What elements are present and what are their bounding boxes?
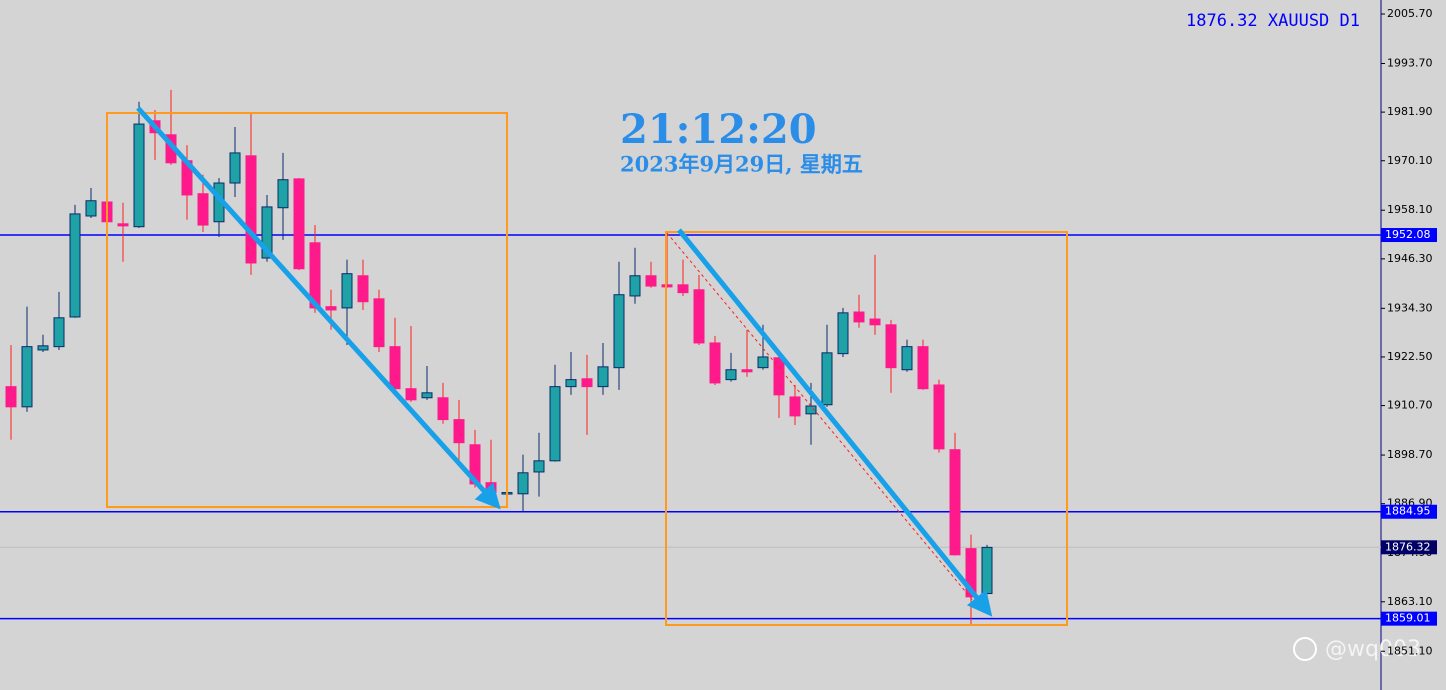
candle-body bbox=[693, 289, 705, 344]
candle-body bbox=[245, 155, 257, 264]
y-tick-label: 1863.10 bbox=[1387, 595, 1433, 608]
logo bbox=[1293, 637, 1317, 661]
y-tick-label: 1981.90 bbox=[1387, 105, 1433, 118]
last-price-label: 1876.32 bbox=[1385, 540, 1431, 553]
arrow bbox=[677, 228, 993, 617]
hline-label-box bbox=[1381, 611, 1437, 626]
candle-body bbox=[261, 206, 273, 259]
candle-body bbox=[389, 346, 401, 390]
range-box bbox=[665, 231, 1068, 626]
hline-label-box bbox=[1381, 228, 1437, 243]
y-tick-label: 1922.50 bbox=[1387, 350, 1433, 363]
candle-body bbox=[581, 378, 593, 388]
hline-label-box bbox=[1381, 504, 1437, 519]
candle-body bbox=[805, 405, 817, 415]
candle-body bbox=[821, 352, 833, 406]
watermark: @wq003 bbox=[1325, 637, 1421, 662]
candle-body bbox=[517, 472, 529, 495]
y-tick-label: 1946.30 bbox=[1387, 252, 1433, 265]
candle-body bbox=[293, 178, 305, 270]
y-tick-label: 1851.10 bbox=[1387, 644, 1433, 657]
arrow bbox=[136, 106, 501, 510]
candle-body bbox=[869, 318, 881, 326]
hline-label: 1884.95 bbox=[1385, 505, 1431, 518]
candle-body bbox=[933, 384, 945, 450]
candle-body bbox=[709, 342, 721, 384]
candle-body bbox=[613, 294, 625, 369]
candle-body bbox=[853, 311, 865, 323]
candle-body bbox=[373, 298, 385, 348]
candle-body bbox=[85, 200, 97, 217]
candle-body bbox=[725, 369, 737, 381]
candle-body bbox=[949, 449, 961, 556]
candle-body bbox=[549, 386, 561, 462]
candle-body bbox=[357, 275, 369, 303]
candle-body bbox=[677, 284, 689, 294]
candle-body bbox=[533, 460, 545, 473]
hline-label: 1859.01 bbox=[1385, 612, 1431, 625]
trend-line bbox=[666, 232, 976, 604]
candle-body bbox=[645, 275, 657, 287]
candle-body bbox=[133, 123, 145, 228]
candle-body bbox=[53, 317, 65, 348]
candle-body bbox=[309, 242, 321, 309]
y-tick-label: 1958.10 bbox=[1387, 203, 1433, 216]
candle-body bbox=[117, 223, 129, 227]
candle-body bbox=[453, 419, 465, 444]
candle-body bbox=[565, 379, 577, 388]
candle-body bbox=[325, 306, 337, 311]
range-box bbox=[106, 112, 508, 508]
candle-body bbox=[69, 213, 81, 318]
candle-body bbox=[885, 324, 897, 369]
candle-body bbox=[197, 193, 209, 226]
candle-body bbox=[901, 346, 913, 371]
y-tick-label: 1993.70 bbox=[1387, 56, 1433, 69]
candle-body bbox=[629, 275, 641, 297]
candle-body bbox=[981, 546, 993, 595]
y-tick-label: 1898.70 bbox=[1387, 448, 1433, 461]
y-tick-label: 1910.70 bbox=[1387, 399, 1433, 412]
date: 2023年9月29日, 星期五 bbox=[620, 152, 863, 177]
candle-body bbox=[917, 346, 929, 390]
candle-body bbox=[437, 397, 449, 421]
last-price-box bbox=[1381, 540, 1437, 555]
candle-body bbox=[837, 312, 849, 355]
symbol-header: 1876.32 XAUUSD D1 bbox=[1186, 11, 1360, 31]
candle-body bbox=[277, 179, 289, 209]
candle-body bbox=[341, 273, 353, 309]
candle-body bbox=[37, 345, 49, 351]
clock: 21:12:20 bbox=[620, 106, 817, 153]
plot bbox=[0, 89, 1381, 625]
candle-body bbox=[21, 346, 33, 408]
candle-body bbox=[405, 388, 417, 401]
candle-body bbox=[597, 366, 609, 388]
candle-body bbox=[757, 356, 769, 369]
candle-body bbox=[773, 357, 785, 396]
candle-body bbox=[5, 386, 17, 408]
y-tick-label: 2005.70 bbox=[1387, 7, 1433, 20]
hline-label: 1952.08 bbox=[1385, 228, 1431, 241]
candle-body bbox=[741, 369, 753, 373]
candle-body bbox=[229, 152, 241, 184]
candle-body bbox=[421, 392, 433, 399]
y-tick-label: 1934.30 bbox=[1387, 301, 1433, 314]
y-tick-label: 1970.10 bbox=[1387, 154, 1433, 167]
candle-body bbox=[789, 396, 801, 417]
